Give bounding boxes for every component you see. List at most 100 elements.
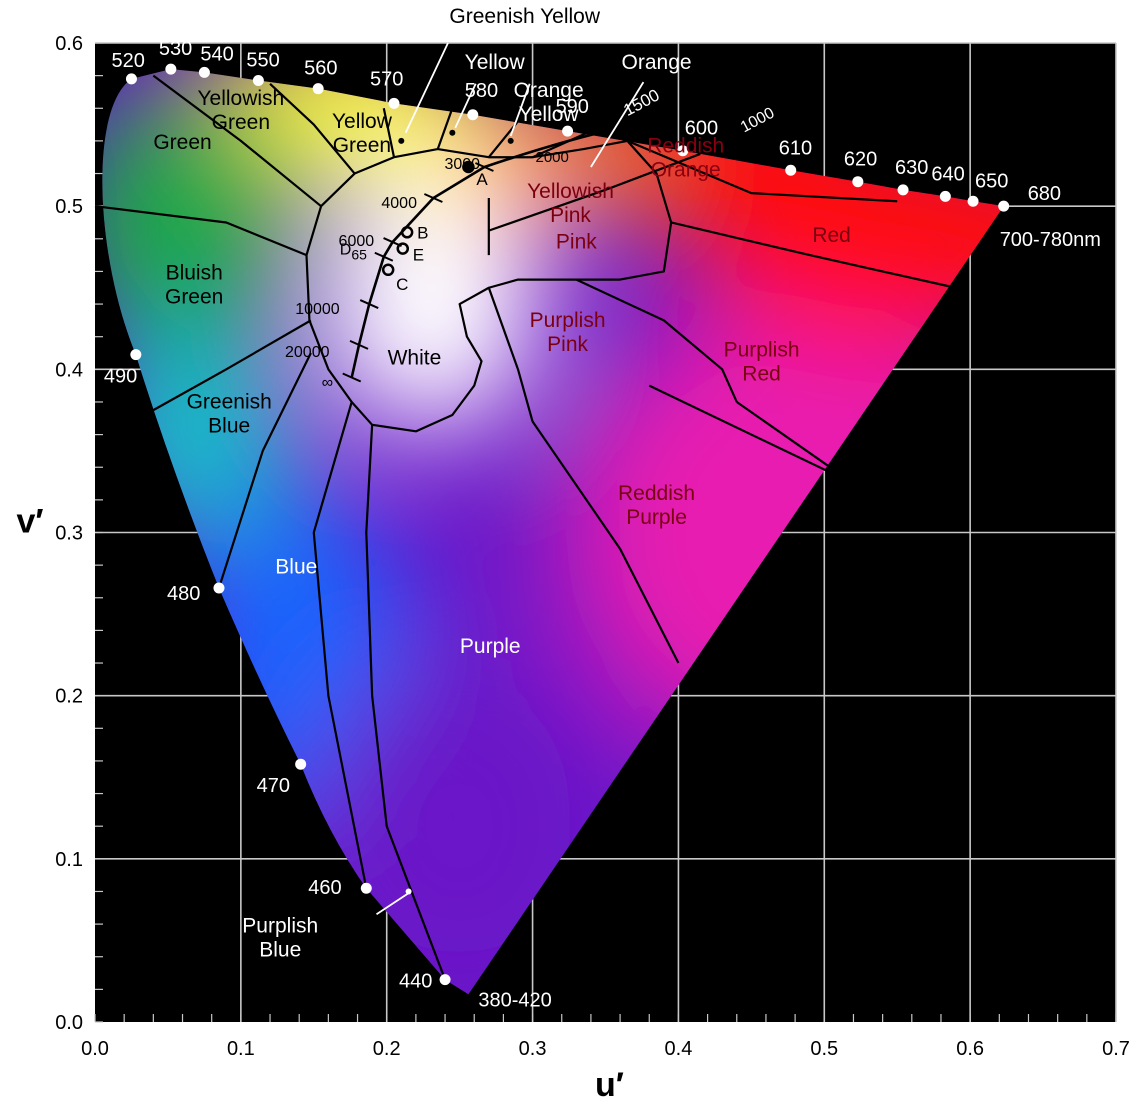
region-boundaries xyxy=(94,74,956,980)
region-label: Bluish Green xyxy=(165,262,223,309)
x-tick-label: 0.7 xyxy=(1102,1038,1130,1060)
region-label: Yellowish Green xyxy=(197,87,284,134)
spectral-point xyxy=(252,75,264,87)
cct-label: 6000 xyxy=(339,233,375,250)
blob-green xyxy=(102,82,303,363)
leader-orange-yellow xyxy=(509,83,531,137)
x-tick-label: 0.0 xyxy=(81,1038,109,1060)
endpoint-label-violet: 380-420 xyxy=(478,989,551,1011)
white-region-lower xyxy=(350,140,673,433)
wavelength-label: 540 xyxy=(200,43,233,65)
region-label: Purplish Pink xyxy=(530,309,606,356)
region-label: Greenish Yellow xyxy=(449,5,600,28)
wavelength-label: 550 xyxy=(246,50,279,72)
wavelength-label: 630 xyxy=(895,157,928,179)
wavelength-label: 650 xyxy=(975,170,1008,192)
cct-label: ∞ xyxy=(322,374,333,391)
y-tick-label: 0.4 xyxy=(55,359,83,381)
region-label: Yellow Green xyxy=(332,110,393,157)
boundary-green-yellowish xyxy=(152,74,322,208)
wavelength-label: 470 xyxy=(257,775,290,797)
cct-label: 10000 xyxy=(295,301,340,318)
illuminant-marker xyxy=(396,242,410,255)
planckian-locus-outer xyxy=(484,126,621,169)
cct-label: 20000 xyxy=(285,344,330,361)
spectral-point xyxy=(388,97,400,109)
leader-orange xyxy=(590,81,645,168)
planckian-locus-layer xyxy=(342,126,621,383)
region-label: Reddish Orange xyxy=(647,134,724,181)
cct-tick xyxy=(423,193,443,203)
spectral-point xyxy=(967,195,979,207)
yellow-marker xyxy=(449,129,456,136)
leader-yellow xyxy=(454,83,477,129)
cct-tick xyxy=(349,339,369,350)
spectral-point xyxy=(213,582,225,594)
purplish-blue-marker xyxy=(405,888,412,895)
spectral-point xyxy=(852,176,864,188)
wavelength-label: 570 xyxy=(370,68,403,90)
x-tick-label: 0.6 xyxy=(956,1038,984,1060)
cct-label-outer: 2000 xyxy=(535,149,568,166)
boundary-bluish-green-blue xyxy=(152,319,312,412)
white-region-upper xyxy=(305,139,628,403)
wavelength-label: 600 xyxy=(685,118,718,140)
region-label: Purplish Blue xyxy=(242,914,318,961)
x-tick-label: 0.4 xyxy=(665,1038,693,1060)
region-label: Orange xyxy=(622,51,692,74)
region-label: Yellowish Pink xyxy=(527,180,614,227)
boundary-purple-pink xyxy=(487,287,534,422)
x-axis-label: u′ xyxy=(595,1066,624,1097)
illuminant-label: C xyxy=(396,275,408,294)
labels-layer: 440 460 470 480 490 520 530 540 550 560 570 580 590 6… xyxy=(16,5,1130,1102)
greenish-yellow-marker xyxy=(398,137,405,144)
spectral-point xyxy=(125,73,137,85)
y-tick-label: 0.2 xyxy=(55,686,83,708)
spectral-point xyxy=(312,83,324,95)
region-label: Greenish Blue xyxy=(187,390,272,437)
spectral-point xyxy=(360,882,372,894)
spectral-point xyxy=(467,109,479,121)
boundary-greenish-yellow xyxy=(436,107,454,150)
boundary-green-bluish xyxy=(94,205,307,257)
spectral-point xyxy=(198,66,210,78)
boundary-pink-red xyxy=(670,221,956,289)
leader-greenish-yellow xyxy=(404,42,449,134)
illuminant-marker xyxy=(400,226,414,239)
region-label: Pink xyxy=(556,231,597,254)
boundary-orange-red xyxy=(626,139,898,203)
spectral-point xyxy=(130,349,142,361)
y-tick-label: 0.1 xyxy=(55,849,83,871)
spectral-point xyxy=(562,125,574,137)
spectral-point xyxy=(677,145,689,157)
wavelength-label: 590 xyxy=(556,96,589,118)
region-label: Reddish Purple xyxy=(618,482,695,529)
boundary-yellowish-pink xyxy=(488,152,701,232)
x-tick-label: 0.3 xyxy=(519,1038,547,1060)
region-label: Purple xyxy=(460,635,521,658)
wavelength-label: 440 xyxy=(399,971,432,993)
x-tick-label: 0.2 xyxy=(373,1038,401,1060)
cct-label-d65: D65 xyxy=(340,242,367,263)
x-tick-label: 0.5 xyxy=(810,1038,838,1060)
wavelength-label: 520 xyxy=(111,50,144,72)
boundary-yellowgreen-greenish xyxy=(382,108,396,158)
boundary-yellowish-yellow xyxy=(269,82,356,175)
region-label: Blue xyxy=(275,555,317,578)
wavelength-label: 610 xyxy=(779,137,812,159)
region-label: Green xyxy=(153,131,211,154)
wavelength-label: 580 xyxy=(465,80,498,102)
y-tick-label: 0.5 xyxy=(55,196,83,218)
wavelength-label: 640 xyxy=(931,163,964,185)
x-tick-label: 0.1 xyxy=(227,1038,255,1060)
spectral-point xyxy=(897,184,909,196)
wavelength-label: 460 xyxy=(308,877,341,899)
boundary-purplish-blue xyxy=(312,401,368,889)
cct-tick xyxy=(359,299,379,309)
illuminant-label: B xyxy=(417,223,428,242)
region-label: Purplish Red xyxy=(724,338,800,385)
blob-white xyxy=(320,174,541,435)
wavelength-label: 560 xyxy=(304,58,337,80)
